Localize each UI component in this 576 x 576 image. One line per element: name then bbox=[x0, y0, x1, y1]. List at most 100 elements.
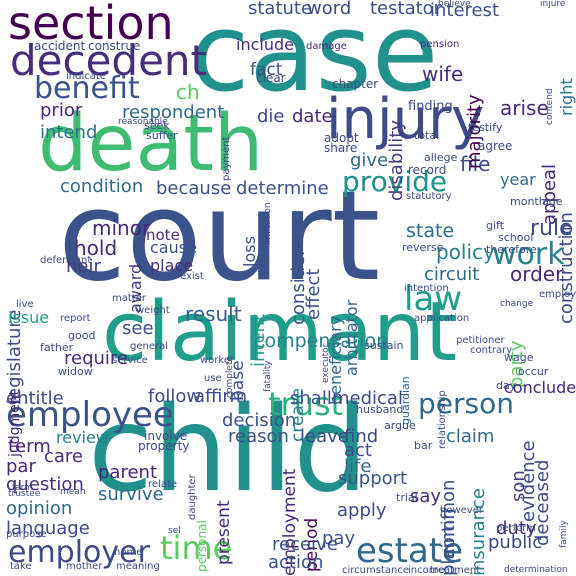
word-involve: involve bbox=[144, 429, 188, 443]
word-case: case bbox=[190, 0, 439, 116]
word-cause: cause bbox=[150, 238, 197, 257]
word-circuit: circuit bbox=[424, 264, 480, 285]
word-work: work bbox=[492, 237, 565, 272]
word-judgment: judgment bbox=[7, 389, 23, 457]
word-limitation: limitation bbox=[263, 202, 273, 245]
word-file: file bbox=[460, 152, 491, 176]
word-day: day bbox=[496, 379, 517, 392]
word-property: property bbox=[138, 439, 190, 453]
word-personal: personal bbox=[195, 520, 209, 572]
word-arise: arise bbox=[500, 96, 549, 120]
word-reverse: reverse bbox=[402, 241, 444, 254]
word-rule: rule bbox=[530, 216, 573, 241]
word-place: place bbox=[150, 256, 194, 275]
word-act: act bbox=[344, 440, 372, 461]
word-bar: bar bbox=[414, 439, 433, 452]
word-occur: occur bbox=[518, 365, 549, 378]
word-review: review bbox=[56, 428, 109, 447]
word-statutory: statutory bbox=[406, 191, 452, 202]
word-right: right bbox=[557, 78, 576, 116]
word-use: use bbox=[204, 373, 222, 384]
word-relationship: relationship bbox=[437, 390, 448, 449]
word-believe: believe bbox=[438, 0, 471, 9]
word-mean: mean bbox=[60, 487, 86, 497]
word-public: public bbox=[488, 532, 543, 553]
word-survive: survive bbox=[98, 484, 164, 505]
word-live: live bbox=[16, 299, 34, 310]
word-require: require bbox=[64, 348, 128, 369]
word-condition: condition bbox=[60, 176, 144, 197]
word-time: time bbox=[160, 529, 233, 567]
word-application: application bbox=[414, 313, 470, 324]
word-service: service bbox=[112, 355, 148, 366]
word-see: see bbox=[122, 318, 154, 339]
word-include: include bbox=[236, 35, 294, 54]
word-care: care bbox=[44, 446, 84, 467]
word-court: court bbox=[58, 165, 381, 309]
word-par: par bbox=[6, 456, 36, 477]
word-say: say bbox=[410, 486, 442, 507]
word-language: language bbox=[6, 518, 90, 539]
word-husband: husband bbox=[356, 403, 404, 416]
word-intention: intention bbox=[404, 283, 449, 294]
word-determine: determine bbox=[236, 178, 329, 199]
word-pension: pension bbox=[420, 39, 460, 50]
word-result: result bbox=[185, 302, 242, 326]
word-construe: construe bbox=[88, 39, 141, 53]
word-agree: agree bbox=[478, 139, 513, 153]
word-home: home bbox=[114, 547, 143, 558]
word-argue: argue bbox=[384, 419, 416, 432]
word-provide: provide bbox=[342, 165, 448, 198]
word-shall: shall bbox=[290, 388, 332, 409]
word-damage: damage bbox=[306, 41, 347, 52]
word-interest: interest bbox=[430, 0, 500, 21]
word-daughter: daughter bbox=[187, 474, 198, 520]
word-medical: medical bbox=[332, 388, 403, 409]
word-worker: worker bbox=[200, 355, 235, 366]
word-apply: apply bbox=[337, 500, 387, 521]
word-parent: parent bbox=[98, 462, 158, 483]
word-injury: injury bbox=[326, 87, 485, 152]
word-estate: estate bbox=[356, 531, 464, 571]
word-reason: reason bbox=[228, 426, 289, 447]
word-conclude: conclude bbox=[504, 378, 576, 397]
word-construction: construction bbox=[556, 212, 576, 324]
word-adopt: adopt bbox=[324, 131, 359, 145]
word-finding: finding bbox=[408, 99, 453, 114]
word-family: family bbox=[559, 520, 569, 548]
word-trustee: trustee bbox=[8, 489, 41, 499]
word-school: school bbox=[498, 231, 534, 244]
word-weight: weight bbox=[136, 305, 170, 316]
word-contend: contend bbox=[545, 88, 555, 125]
word-respondent: respondent bbox=[122, 102, 225, 123]
word-person: person bbox=[418, 387, 514, 420]
word-state: state bbox=[406, 220, 455, 242]
word-circumstance: circumstance bbox=[342, 565, 409, 576]
word-fatality: fatality bbox=[263, 360, 273, 392]
word-hold: hold bbox=[74, 236, 118, 260]
word-term: term bbox=[8, 436, 51, 457]
word-action: action bbox=[268, 552, 324, 573]
word-month: month bbox=[510, 195, 546, 208]
word-consider: consider bbox=[288, 248, 309, 325]
word-general: general bbox=[130, 341, 169, 352]
word-duty: duty bbox=[496, 518, 537, 539]
word-law: law bbox=[404, 279, 463, 319]
word-date: date bbox=[292, 106, 333, 127]
word-pay: pay bbox=[322, 528, 356, 549]
word-injure: injure bbox=[540, 0, 566, 9]
word-however: however bbox=[440, 505, 483, 516]
word-trial: trial bbox=[396, 491, 418, 504]
word-section: section bbox=[8, 0, 174, 50]
word-trust: trust bbox=[268, 385, 344, 423]
word-note: note bbox=[146, 226, 180, 244]
word-farm: farm bbox=[12, 483, 33, 493]
word-word: word bbox=[307, 0, 352, 19]
word-find: find bbox=[344, 426, 379, 447]
word-arbitrator: arbitrator bbox=[342, 299, 361, 376]
word-support: support bbox=[338, 468, 408, 489]
word-order: order bbox=[510, 262, 564, 286]
word-testator: testator bbox=[370, 0, 442, 19]
word-leave: leave bbox=[300, 426, 349, 447]
